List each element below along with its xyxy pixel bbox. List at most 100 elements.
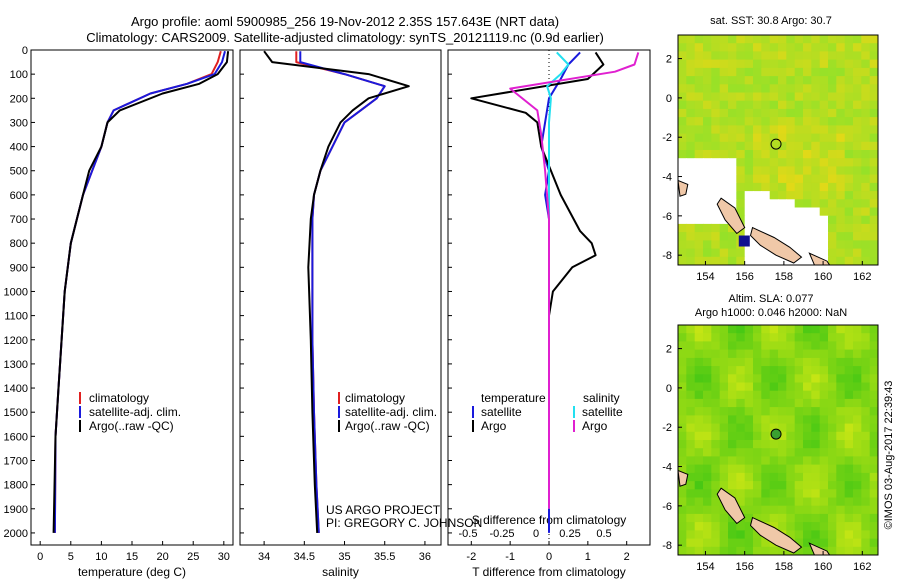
field-cell [828,199,837,209]
field-cell [794,100,804,110]
field-cell [744,505,754,515]
field-cell [828,333,837,342]
field-cell [711,333,721,342]
field-cell [836,333,846,342]
field-cell [803,223,812,233]
field-cell [761,325,771,334]
field-cell [861,415,871,425]
field-cell [869,431,878,441]
field-cell [794,182,804,192]
field-cell [753,223,762,233]
field-cell [819,440,829,449]
y-tick-label: 200 [10,93,28,105]
field-cell [786,51,796,61]
field-cell [819,456,829,466]
field-cell [853,398,862,408]
field-cell [686,497,696,507]
field-cell [844,158,854,167]
field-cell [703,67,712,77]
field-cell [711,349,721,359]
field-cell [736,43,746,52]
field-cell [869,398,878,408]
field-cell [869,472,878,482]
field-cell [786,423,796,433]
field-cell [853,125,862,135]
field-cell [803,59,812,69]
y-tick-label: 800 [10,238,28,250]
field-cell [719,240,729,250]
field-cell [686,150,696,159]
field-cell [686,76,696,85]
field-cell [861,84,871,94]
field-cell [736,59,746,69]
field-cell [744,117,754,126]
field-cell [828,374,837,384]
field-cell [869,215,878,225]
field-cell [703,240,712,250]
field-cell [794,92,804,102]
field-cell [703,84,712,94]
field-cell [761,141,771,151]
field-cell [753,43,762,52]
field-cell [711,546,721,555]
field-cell [811,67,821,77]
field-cell [786,530,796,540]
field-cell [728,182,737,192]
field-cell [794,232,804,241]
field-cell [711,207,721,217]
field-cell [728,366,737,375]
field-cell [853,215,862,225]
field-cell [703,538,712,548]
temperature-legend: climatology satellite-adj. clim. Argo(..… [79,391,181,433]
field-cell [811,232,821,241]
field-cell [678,366,687,375]
field-cell [853,505,862,515]
field-cell [744,513,754,523]
field-cell [736,440,746,449]
field-cell [778,513,787,523]
project-credit: US ARGO PROJECT [326,503,441,517]
field-cell [786,76,796,85]
field-cell [786,472,796,482]
x-axis-label: T difference from climatology [472,565,626,579]
field-cell [678,423,687,433]
field-cell [836,67,846,77]
x-tick-label: 30 [218,551,230,563]
field-cell [794,546,804,555]
field-cell [769,333,779,342]
field-cell [803,522,812,531]
field-cell [686,464,696,474]
field-cell [711,256,721,265]
field-cell [853,43,862,52]
field-cell [828,232,837,241]
field-cell [761,407,771,416]
field-cell [753,248,762,258]
x-tick-label: 2 [624,551,630,563]
field-cell [703,366,712,375]
field-cell [761,67,771,77]
field-cell [753,513,762,523]
field-cell [719,456,729,466]
field-cell [728,481,737,490]
field-cell [686,423,696,433]
profile-location-marker [770,428,782,440]
field-cell [828,407,837,416]
field-cell [786,92,796,102]
field-cell [794,398,804,408]
field-cell [761,456,771,466]
field-cell [728,256,737,265]
field-cell [869,325,878,334]
field-cell [803,464,812,474]
field-cell [736,333,746,342]
legend-temp-satellite-label: satellite [481,405,522,419]
field-cell [694,440,704,449]
field-cell [861,100,871,110]
field-cell [736,207,746,217]
field-cell [861,481,871,490]
field-cell [778,150,787,159]
field-cell [778,382,787,392]
map-x-tick-label: 162 [853,271,871,283]
field-cell [844,505,854,515]
field-cell [694,538,704,548]
field-cell [853,357,862,367]
